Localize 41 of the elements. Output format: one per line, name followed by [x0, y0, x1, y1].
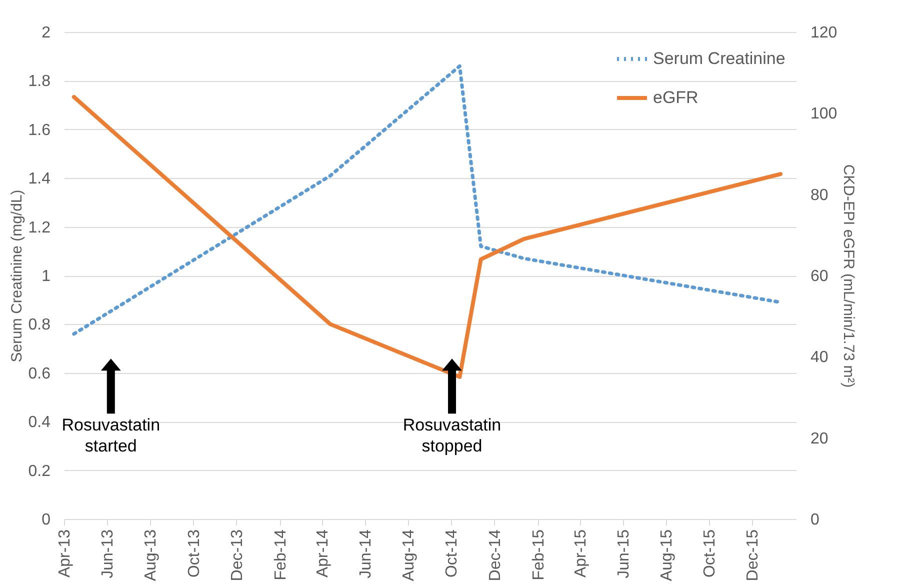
x-tick-label: Dec-13	[228, 529, 246, 582]
y2-tick-label: 0	[810, 512, 820, 528]
x-tick-label: Oct-14	[444, 529, 461, 578]
x-tick-label: Apr-15	[572, 529, 590, 578]
y-tick-label: 0.6	[28, 365, 51, 382]
x-tick-label: Aug-14	[400, 529, 418, 582]
y-tick-label: 1.2	[28, 219, 51, 236]
y-axis-title: Serum Creatinine (mg/dL)	[8, 190, 26, 362]
annotation: Rosuvastatin stopped	[402, 416, 502, 456]
x-tick-label: Apr-13	[56, 529, 74, 578]
legend-label: eGFR	[653, 88, 698, 107]
y-tick-label: 0	[42, 512, 51, 528]
x-tick-label: Aug-15	[658, 529, 676, 582]
y-tick-label: 0.4	[28, 414, 51, 432]
y-tick-label: 2	[42, 24, 51, 42]
annotation: Rosuvastatin started	[62, 416, 160, 456]
y2-tick-label: 40	[810, 349, 828, 366]
y-tick-label: 0.8	[28, 316, 51, 334]
y-tick-label: 1.8	[28, 73, 51, 90]
y2-tick-label: 80	[810, 186, 828, 204]
y-tick-label: 1	[42, 268, 51, 285]
y2-tick-label: 60	[810, 268, 828, 285]
x-tick-label: Apr-14	[314, 529, 332, 578]
x-tick-label: Oct-15	[702, 529, 719, 578]
x-tick-label: Feb-14	[272, 529, 290, 580]
x-tick-label: Feb-15	[530, 529, 548, 580]
y2-tick-label: 120	[810, 24, 838, 42]
x-tick-label: Jun-13	[100, 529, 117, 578]
y2-axis-title: CKD-EPI eGFR (mL/min/1.73 m²)	[840, 164, 858, 388]
x-tick-label: Jun-15	[615, 529, 632, 578]
y-tick-label: 0.2	[28, 462, 51, 480]
y-tick-label: 1.6	[28, 122, 51, 139]
x-tick-label: Dec-15	[744, 529, 762, 582]
x-tick-label: Dec-14	[486, 529, 504, 582]
y-tick-label: 1.4	[28, 170, 51, 188]
y2-tick-label: 20	[810, 430, 828, 448]
x-tick-label: Oct-13	[186, 529, 203, 578]
x-tick-label: Aug-13	[142, 529, 160, 582]
legend-label: Serum Creatinine	[653, 49, 786, 68]
x-tick-label: Jun-14	[357, 529, 374, 578]
y2-tick-label: 100	[810, 106, 838, 123]
